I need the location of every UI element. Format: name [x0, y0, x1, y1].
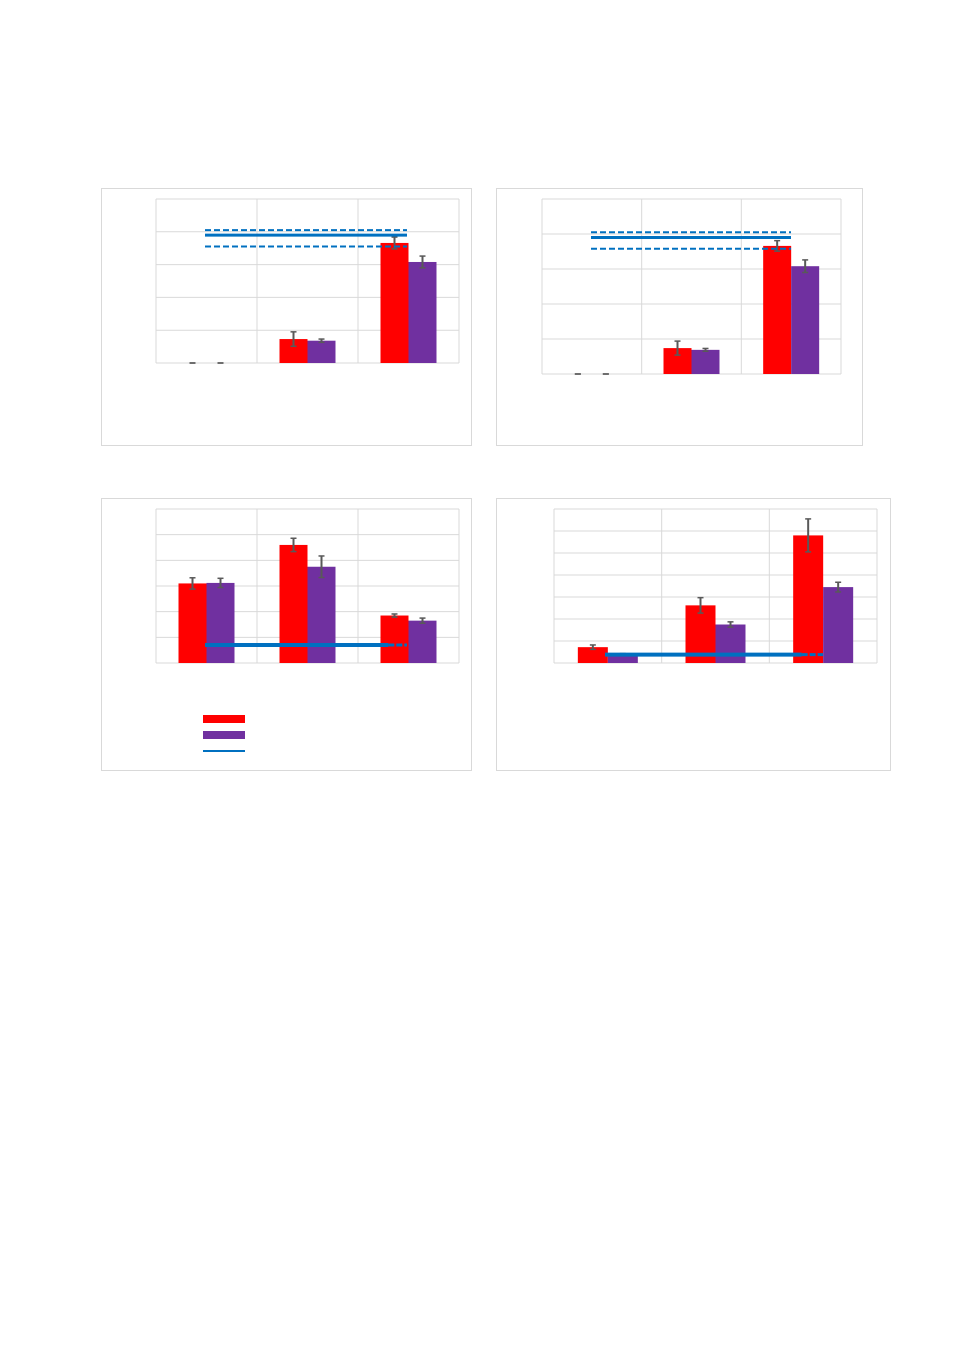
bar: [577, 647, 608, 663]
chart-panel-a: [101, 188, 472, 446]
bar: [607, 654, 638, 663]
legend-swatch: [203, 715, 245, 723]
chart-c-plot: [155, 508, 460, 752]
bar: [791, 266, 820, 374]
bar: [823, 587, 854, 663]
bar: [408, 620, 437, 663]
bar: [691, 349, 720, 374]
bar: [307, 340, 336, 363]
bar: [380, 615, 409, 663]
chart-a-plot: [155, 198, 460, 364]
bar: [206, 582, 235, 663]
chart-panel-c: [101, 498, 472, 771]
chart-b-plot: [541, 198, 842, 375]
bar: [279, 339, 308, 363]
bar: [763, 245, 792, 374]
bar: [380, 242, 409, 363]
bar: [178, 583, 207, 663]
chart-panel-d: [496, 498, 891, 771]
bar: [307, 566, 336, 663]
chart-panel-b: [496, 188, 863, 446]
legend-swatch: [203, 731, 245, 739]
bar: [715, 624, 746, 663]
chart-d-plot: [553, 508, 878, 664]
bar: [408, 261, 437, 363]
bar: [793, 535, 824, 663]
